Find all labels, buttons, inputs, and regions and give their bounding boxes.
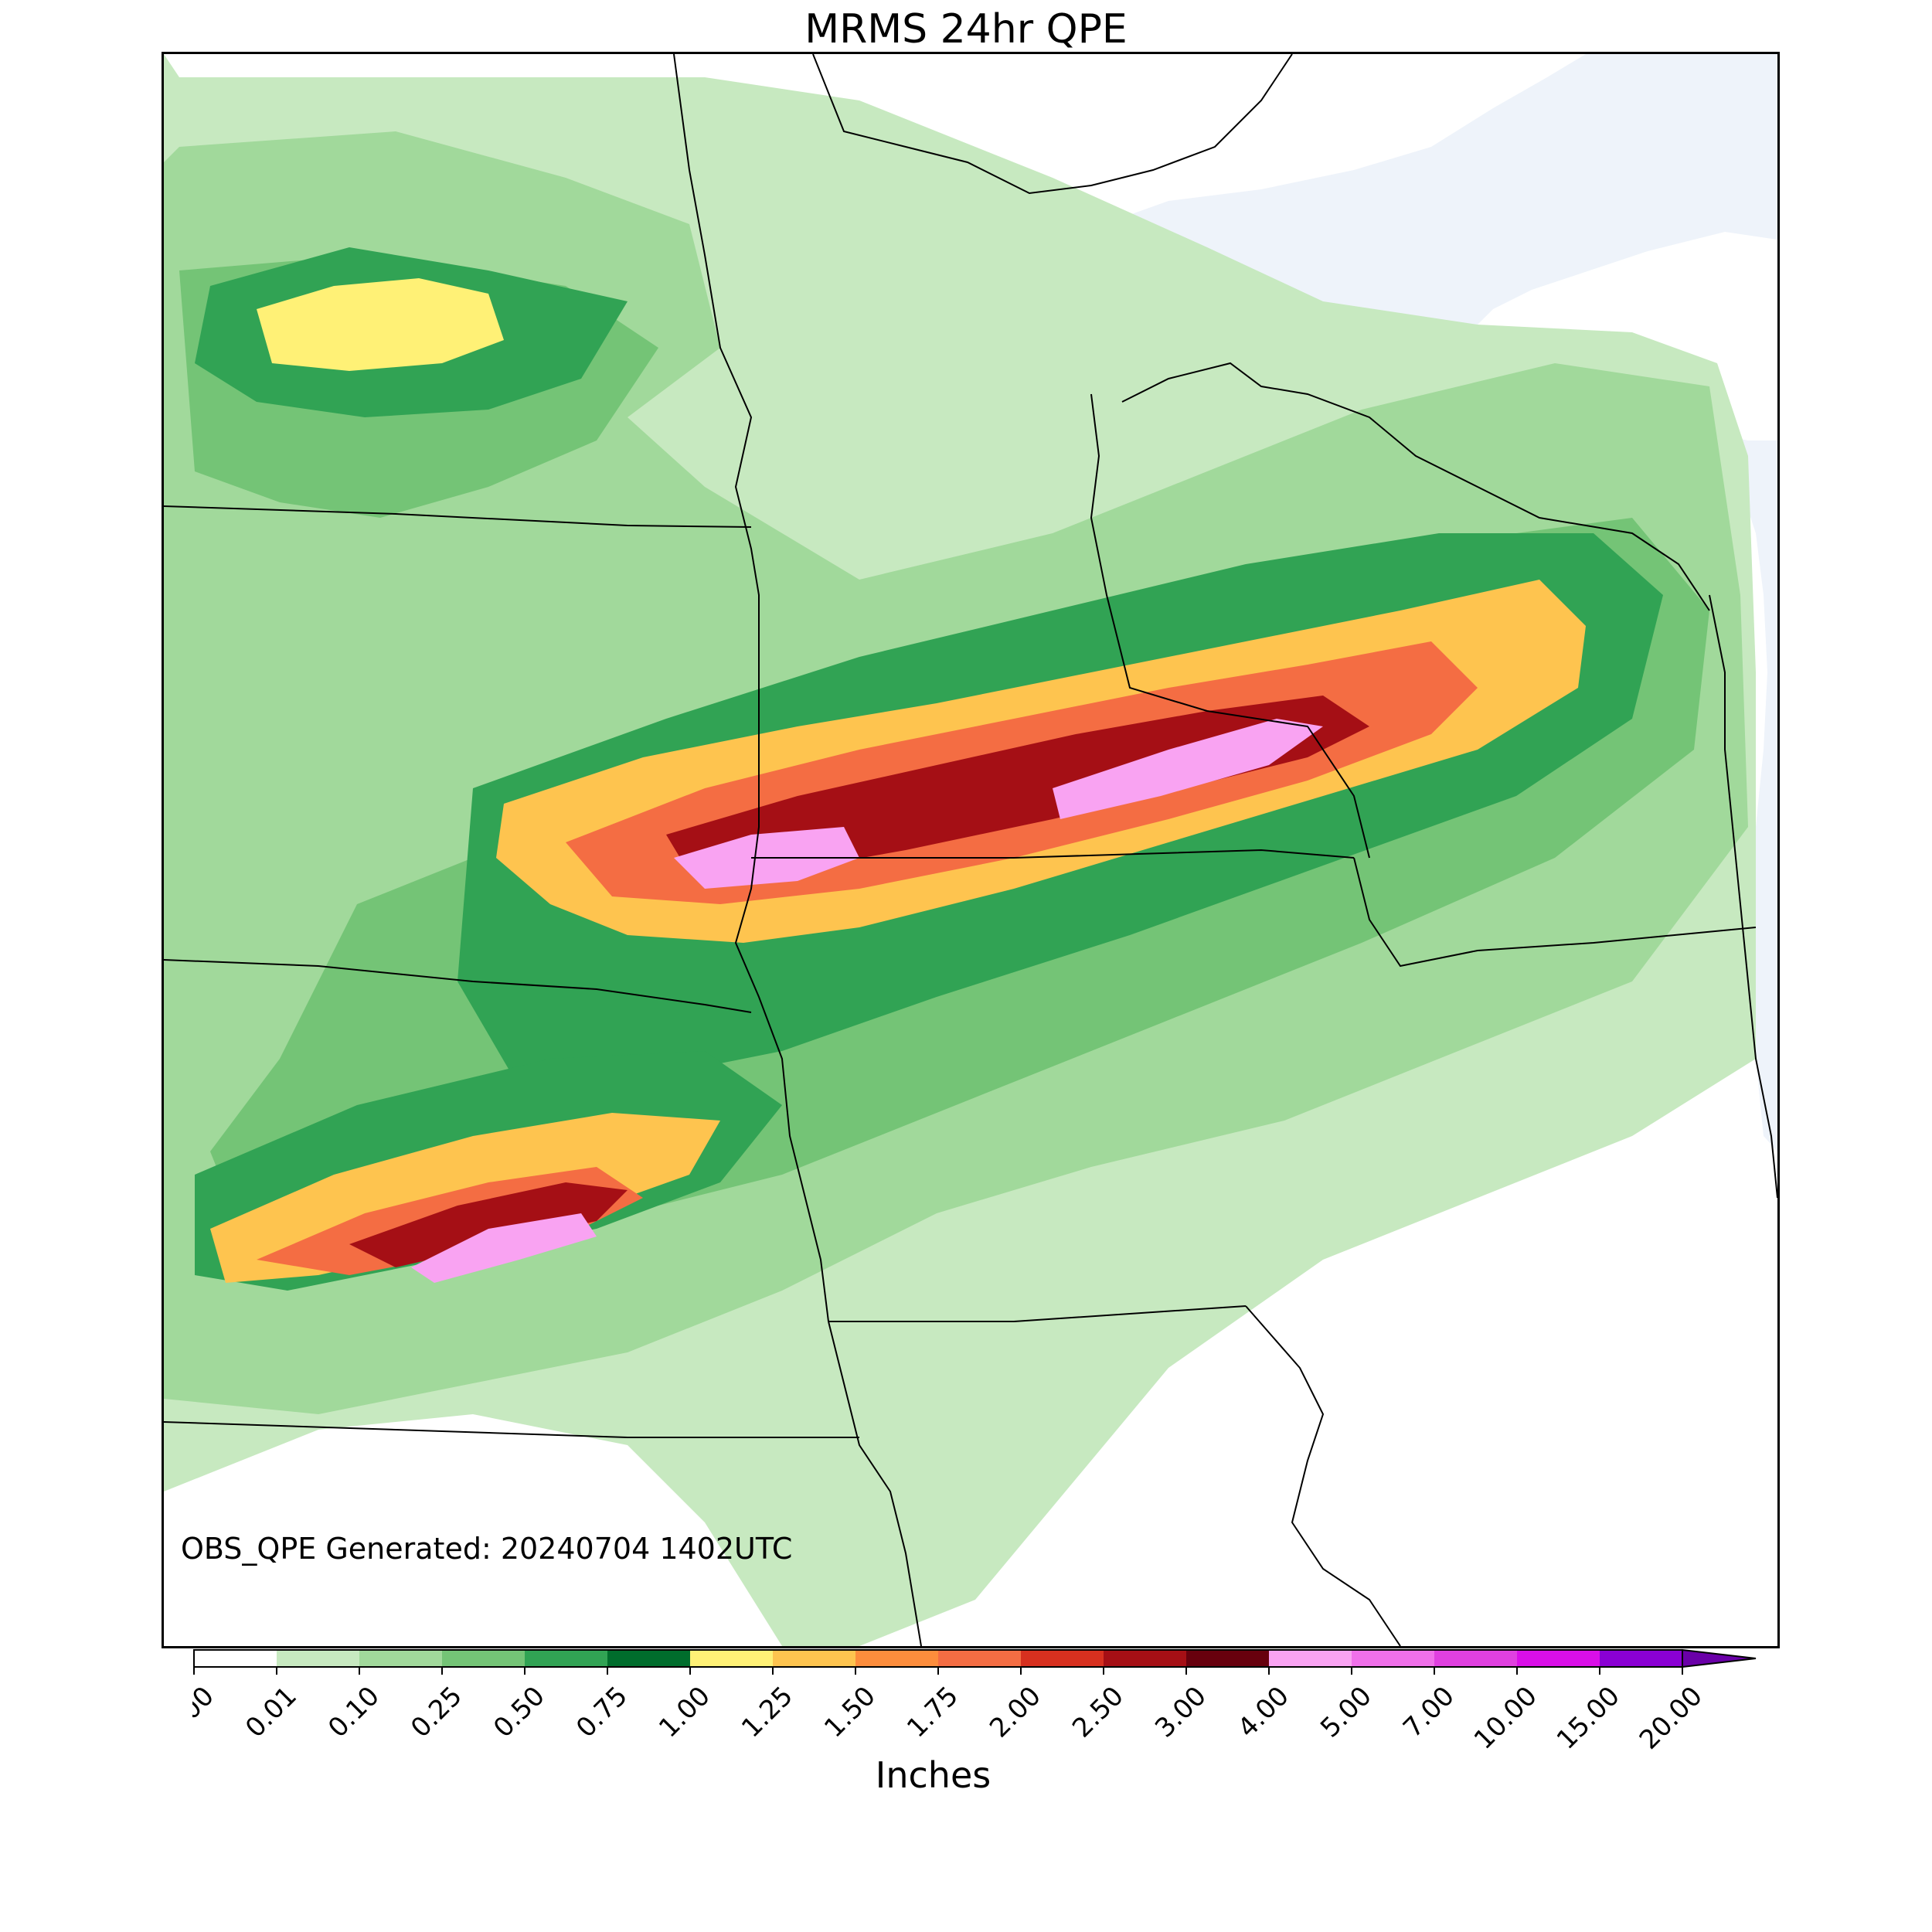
colorbar-segment <box>1269 1650 1352 1667</box>
colorbar-tick-label: 1.00 <box>653 1681 716 1744</box>
colorbar-tick-label: 10.00 <box>1468 1681 1543 1756</box>
colorbar-tick-label: 0.01 <box>240 1681 303 1744</box>
lake-michigan-region <box>1709 433 1777 1151</box>
boundary-line <box>1121 362 1710 611</box>
colorbar-segment <box>194 1650 277 1667</box>
colorbar-segment <box>442 1650 525 1667</box>
colorbar-tick-label: 1.25 <box>736 1681 799 1744</box>
colorbar-tick-label: 5.00 <box>1315 1681 1378 1744</box>
boundary-line <box>1709 594 1777 1199</box>
colorbar-tick-label: 4.00 <box>1232 1681 1295 1744</box>
colorbar-segment <box>525 1650 607 1667</box>
colorbar-segment <box>938 1650 1021 1667</box>
colorbar-segment <box>277 1650 359 1667</box>
colorbar-segment <box>773 1650 855 1667</box>
boundary-line <box>673 54 829 1322</box>
p-mar2-region <box>349 1182 628 1267</box>
p-pink3-region <box>411 1213 597 1283</box>
colorbar-extend-arrow <box>1682 1648 1757 1668</box>
generated-timestamp: OBS_QPE Generated: 20240704 1402UTC <box>181 1532 793 1566</box>
colorbar-segment <box>690 1650 773 1667</box>
boundary-line <box>1245 1305 1401 1646</box>
colorbar-segment <box>855 1650 938 1667</box>
colorbar-tick-label: 7.00 <box>1397 1681 1461 1744</box>
boundary-line <box>1353 857 1757 968</box>
boundary-line <box>751 849 1355 859</box>
colorbar-label: Inches <box>875 1754 992 1796</box>
colorbar-segment <box>1517 1650 1600 1667</box>
precipitation-map: OBS_QPE Generated: 20240704 1402UTC <box>162 52 1780 1648</box>
colorbar-segment <box>1186 1650 1269 1667</box>
colorbar-tick-label: 2.00 <box>984 1681 1047 1744</box>
p-yel3-region <box>257 278 504 371</box>
colorbar-segment <box>1021 1650 1104 1667</box>
boundary-line <box>164 1421 859 1438</box>
boundary-line <box>828 1305 1247 1322</box>
colorbar-tick-label: 3.00 <box>1149 1681 1213 1744</box>
colorbar-tick-label: 1.50 <box>818 1681 882 1744</box>
colorbar-segment <box>359 1650 442 1667</box>
colorbar-segment <box>1600 1650 1682 1667</box>
boundary-line <box>828 1321 922 1646</box>
boundary-line <box>164 505 752 528</box>
colorbar-segment <box>607 1650 690 1667</box>
boundary-line <box>1090 393 1370 859</box>
colorbar-tick-label: 20.00 <box>1634 1681 1709 1756</box>
colorbar-tick-label: 1.75 <box>901 1681 964 1744</box>
colorbar-tick-label: 0.10 <box>322 1681 386 1744</box>
p-pink2-region <box>1053 719 1323 819</box>
precip-pink <box>411 719 1323 1283</box>
colorbar-graphic: 0.00 0.01 0.10 0.25 0.50 0.75 1.00 1.25 1.50 1.75… <box>157 1648 1757 1756</box>
state-boundaries <box>164 54 1777 1646</box>
boundary-line <box>812 54 1293 195</box>
map-title: MRMS 24hr QPE <box>804 6 1128 53</box>
boundary-line <box>164 959 752 1013</box>
colorbar-tick-label: 15.00 <box>1551 1681 1626 1756</box>
colorbar-segment <box>1352 1650 1434 1667</box>
colorbar: 0.00 0.01 0.10 0.25 0.50 0.75 1.00 1.25 1.50 1.75… <box>157 1648 1862 1767</box>
colorbar-tick-label: 0.00 <box>192 1681 220 1744</box>
colorbar-tick-label: 0.25 <box>405 1681 468 1744</box>
colorbar-segment <box>1104 1650 1186 1667</box>
colorbar-tick-label: 0.50 <box>488 1681 551 1744</box>
colorbar-segment <box>1434 1650 1517 1667</box>
colorbar-tick-label: 0.75 <box>570 1681 634 1744</box>
colorbar-tick-label: 2.50 <box>1066 1681 1130 1744</box>
